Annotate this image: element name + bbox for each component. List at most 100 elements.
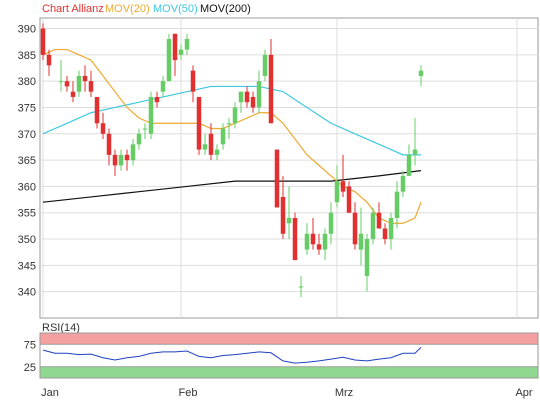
candle — [322, 228, 328, 261]
candle-body — [364, 239, 370, 276]
y-tick-label: 360 — [18, 181, 36, 193]
candle — [286, 186, 292, 240]
y-tick-label: 375 — [18, 102, 36, 114]
candle-body — [232, 107, 238, 124]
candle — [118, 149, 124, 171]
candle — [304, 223, 310, 255]
candle-body — [268, 54, 274, 124]
candle — [406, 144, 412, 176]
y-tick-label: 390 — [18, 24, 36, 36]
candle — [298, 275, 304, 297]
candle-body — [100, 123, 106, 134]
main-plot-area — [39, 17, 539, 319]
candle-body — [304, 233, 310, 250]
candle-body — [352, 212, 358, 245]
candle — [124, 149, 130, 171]
candle — [148, 91, 154, 140]
rsi-tick-label: 75 — [24, 339, 36, 351]
candle — [412, 118, 418, 166]
x-tick-label: Apr — [515, 387, 532, 399]
candle-body — [376, 212, 382, 229]
candle — [184, 33, 190, 55]
candle-body — [316, 244, 322, 250]
candle — [226, 118, 232, 140]
candle — [400, 170, 406, 197]
candle — [40, 23, 46, 61]
y-tick-label: 380 — [18, 76, 36, 88]
rsi-line — [42, 347, 422, 364]
candle-body — [394, 191, 400, 218]
candle-body — [292, 218, 298, 261]
candle-body — [106, 133, 112, 155]
candle — [130, 139, 136, 166]
candle — [376, 202, 382, 229]
candle-body — [412, 149, 418, 155]
candle — [232, 102, 238, 129]
candle — [100, 112, 106, 140]
candle-body — [118, 154, 124, 166]
candle-body — [202, 144, 208, 150]
candle-body — [76, 75, 82, 92]
rsi-ticks: 25 75 — [24, 339, 538, 374]
candle — [196, 96, 202, 155]
candle — [172, 33, 178, 76]
candle-body — [214, 149, 220, 155]
y-tick-label: 350 — [18, 234, 36, 246]
candle — [394, 181, 400, 229]
candle-body — [382, 228, 388, 240]
candle — [340, 154, 346, 197]
y-tick-label: 385 — [18, 50, 36, 62]
y-tick-label: 370 — [18, 129, 36, 141]
candle-body — [322, 233, 328, 250]
rsi-overbought-band — [40, 333, 538, 345]
candle-body — [178, 49, 184, 55]
rsi-tick-label: 25 — [24, 362, 36, 374]
candle — [250, 91, 256, 113]
candle-body — [112, 154, 118, 166]
candle-body — [250, 96, 256, 108]
mov200-line — [42, 170, 422, 203]
candle — [310, 218, 316, 250]
rsi-oversold-band — [40, 366, 538, 378]
candle — [352, 202, 358, 250]
candle-body — [358, 233, 364, 250]
candle-body — [208, 133, 214, 155]
candle — [220, 123, 226, 150]
candle-body — [400, 175, 406, 192]
candle — [382, 223, 388, 245]
candle — [262, 49, 268, 82]
candle-body — [130, 144, 136, 161]
candle — [70, 81, 76, 103]
candle-body — [166, 39, 172, 82]
candle-body — [88, 81, 94, 92]
candle — [46, 49, 52, 76]
candle — [88, 70, 94, 97]
candle — [256, 70, 262, 113]
candle — [214, 144, 220, 161]
candle — [358, 207, 364, 266]
rsi-label: RSI(14) — [42, 322, 80, 334]
y-axis-ticks: 340 345 350 355 360 365 370 375 380 385 390 — [18, 24, 36, 299]
chart-title: Chart Allianz — [42, 3, 104, 15]
candle-body — [262, 54, 268, 76]
candle-body — [244, 91, 250, 103]
legend-mov200: MOV(200) — [200, 3, 251, 15]
y-tick-label: 355 — [18, 208, 36, 220]
candle — [178, 44, 184, 61]
candle — [154, 91, 160, 108]
candle — [244, 86, 250, 108]
y-tick-label: 340 — [18, 287, 36, 299]
candle — [316, 233, 322, 255]
candle — [166, 33, 172, 82]
candle-body — [298, 286, 304, 288]
candle — [418, 65, 424, 87]
candle-body — [82, 75, 88, 82]
candle-body — [406, 154, 412, 176]
candle — [142, 123, 148, 140]
candle-body — [280, 196, 286, 234]
candle — [106, 128, 112, 166]
candle-body — [190, 70, 196, 92]
candle — [190, 65, 196, 103]
candle — [238, 91, 244, 113]
